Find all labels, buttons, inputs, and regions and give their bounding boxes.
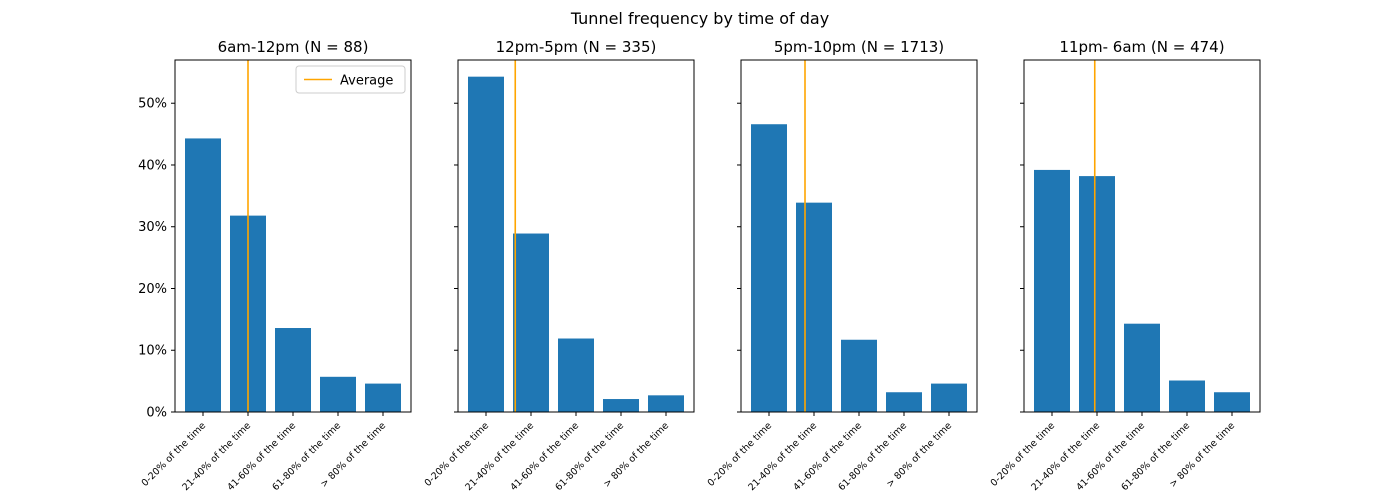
bar-2-5 <box>648 395 684 412</box>
legend-label: Average <box>340 74 393 89</box>
bar-3-5 <box>931 383 967 412</box>
bar-4-2 <box>1079 176 1115 412</box>
figure-suptitle: Tunnel frequency by time of day <box>570 9 829 28</box>
ytick-label-1: 0% <box>146 406 167 421</box>
bar-4-1 <box>1034 169 1070 412</box>
ytick-label-6: 50% <box>138 97 167 112</box>
panel-title-2: 12pm-5pm (N = 335) <box>496 38 657 56</box>
ytick-label-5: 40% <box>138 158 167 173</box>
panel-title-1: 6am-12pm (N = 88) <box>218 38 369 56</box>
bar-3-3 <box>841 339 877 412</box>
bar-4-4 <box>1169 380 1205 412</box>
subplot-3: 5pm-10pm (N = 1713)0-20% of the time21-4… <box>706 38 978 493</box>
bar-2-2 <box>513 233 549 412</box>
panel-title-4: 11pm- 6am (N = 474) <box>1059 38 1224 56</box>
ytick-label-2: 10% <box>138 344 167 359</box>
panel-title-3: 5pm-10pm (N = 1713) <box>774 38 944 56</box>
legend-box <box>295 65 406 94</box>
bar-4-5 <box>1214 392 1250 412</box>
bar-1-4 <box>320 376 356 412</box>
bar-2-3 <box>558 338 594 412</box>
legend: Average <box>295 65 406 94</box>
subplot-1: 6am-12pm (N = 88)0%10%20%30%40%50%0-20% … <box>138 38 412 493</box>
bar-1-1 <box>185 138 221 412</box>
bar-3-1 <box>751 124 787 413</box>
subplot-2: 12pm-5pm (N = 335)0-20% of the time21-40… <box>423 38 695 493</box>
bar-2-1 <box>468 76 504 413</box>
bar-3-2 <box>796 202 832 412</box>
bar-4-3 <box>1124 323 1160 412</box>
ytick-label-3: 20% <box>138 282 167 297</box>
bar-1-3 <box>275 328 311 412</box>
bar-1-5 <box>365 383 401 412</box>
bar-2-4 <box>603 399 639 412</box>
subplot-4: 11pm- 6am (N = 474)0-20% of the time21-4… <box>989 38 1261 493</box>
bar-3-4 <box>886 392 922 412</box>
subplots: 6am-12pm (N = 88)0%10%20%30%40%50%0-20% … <box>138 38 1261 493</box>
ytick-label-4: 30% <box>138 220 167 235</box>
